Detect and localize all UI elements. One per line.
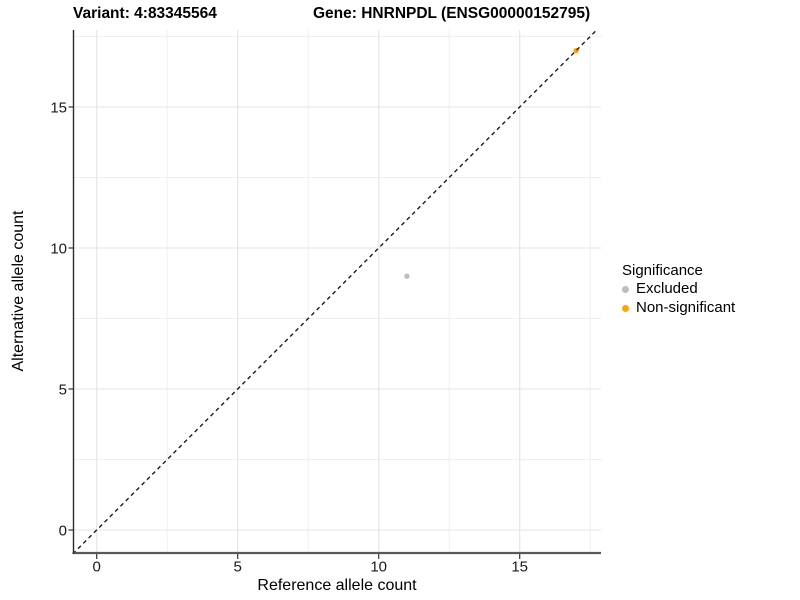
identity-line: [73, 30, 598, 553]
x-tick-label: 15: [511, 559, 528, 576]
x-tick-label: 5: [234, 559, 242, 576]
y-tick-label: 0: [59, 522, 67, 539]
legend-item-non-significant: Non-significant: [622, 299, 735, 318]
y-axis-title: Alternative allele count: [10, 210, 27, 372]
excluded-dot-icon: [622, 285, 629, 293]
legend: Significance Excluded Non-significant: [622, 261, 735, 317]
gene-title: Gene: HNRNPDL (ENSG00000152795): [313, 5, 591, 22]
x-tick-label: 10: [370, 559, 387, 576]
data-point-excluded: [404, 273, 410, 279]
legend-item-label: Excluded: [636, 280, 698, 297]
y-tick-label: 5: [59, 381, 67, 398]
x-axis-title: Reference allele count: [257, 577, 417, 594]
legend-title: Significance: [622, 262, 703, 279]
variant-title: Variant: 4:83345564: [73, 5, 217, 22]
legend-item-excluded: Excluded: [622, 280, 735, 299]
y-tick-label: 10: [50, 240, 67, 257]
non-significant-dot-icon: [622, 304, 629, 312]
x-tick-label: 0: [93, 559, 101, 576]
y-tick-label: 15: [50, 99, 67, 116]
legend-item-label: Non-significant: [636, 298, 736, 316]
